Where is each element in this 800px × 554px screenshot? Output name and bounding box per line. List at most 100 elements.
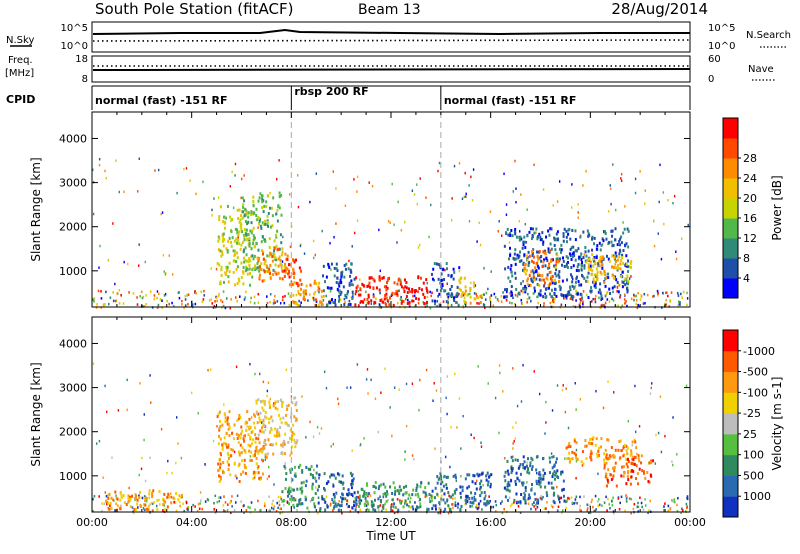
echo-cell [279, 426, 282, 430]
echo-cell [536, 501, 539, 505]
echo-cell [252, 471, 255, 475]
echo-cell [522, 290, 524, 294]
echo-cell [672, 463, 674, 467]
echo-cell [630, 260, 633, 264]
echo-cell [299, 463, 302, 467]
echo-cell [271, 419, 274, 423]
echo-cell [273, 483, 275, 486]
echo-cell [409, 500, 412, 504]
echo-cell [216, 415, 219, 419]
echo-cell [561, 388, 564, 392]
echo-cell [614, 448, 617, 452]
echo-cell [178, 290, 181, 294]
echo-cell [622, 465, 625, 469]
echo-cell [634, 177, 637, 181]
echo-cell [506, 295, 509, 299]
echo-cell [619, 262, 622, 266]
echo-cell [166, 505, 169, 509]
echo-cell [642, 471, 645, 475]
echo-cell [618, 239, 621, 243]
echo-cell [284, 421, 287, 425]
echo-cell [513, 498, 516, 502]
echo-cell [455, 487, 458, 491]
echo-cell [567, 228, 570, 232]
echo-cell [557, 273, 560, 277]
echo-cell [236, 300, 238, 303]
cpid-segment-label: normal (fast) -151 RF [95, 94, 228, 107]
echo-cell [614, 238, 617, 242]
echo-cell [279, 262, 282, 266]
echo-cell [311, 487, 314, 491]
echo-cell [312, 435, 315, 439]
echo-cell [604, 475, 607, 479]
echo-cell [252, 199, 255, 203]
echo-cell [622, 261, 625, 265]
echo-cell [553, 236, 556, 240]
echo-cell [258, 264, 261, 268]
echo-cell [533, 370, 535, 373]
echo-cell [510, 264, 513, 268]
echo-cell [591, 253, 594, 257]
echo-cell [442, 475, 445, 479]
echo-cell [240, 196, 242, 200]
echo-cell [261, 447, 264, 451]
echo-cell [526, 298, 529, 301]
echo-cell [106, 502, 108, 506]
echo-cell [510, 270, 513, 274]
echo-cell [263, 502, 266, 505]
echo-cell [528, 471, 531, 475]
colorbar-segment [723, 198, 738, 219]
echo-cell [261, 430, 264, 434]
echo-cell [139, 490, 142, 494]
echo-cell [217, 412, 220, 416]
echo-cell [473, 284, 476, 288]
echo-cell [352, 477, 355, 481]
echo-cell [605, 456, 608, 460]
echo-cell [385, 490, 388, 494]
echo-cell [222, 237, 225, 241]
echo-cell [581, 296, 584, 300]
echo-cell [520, 492, 523, 496]
echo-cell [502, 390, 504, 393]
echo-cell [246, 210, 249, 214]
echo-cell [266, 477, 269, 481]
echo-cell [577, 203, 579, 206]
x-tick-label: 08:00 [275, 516, 307, 529]
echo-cell [153, 297, 156, 301]
echo-cell [277, 204, 280, 208]
echo-cell [621, 253, 624, 257]
echo-cell [222, 461, 225, 465]
echo-cell [242, 282, 245, 286]
echo-cell [228, 434, 231, 438]
echo-cell [267, 381, 270, 384]
echo-cell [686, 495, 689, 498]
echo-cell [640, 294, 643, 297]
echo-cell [570, 266, 573, 270]
echo-cell [343, 297, 346, 301]
echo-cell [538, 476, 541, 480]
echo-cell [143, 438, 145, 442]
echo-cell [242, 250, 245, 254]
echo-cell [553, 278, 556, 282]
echo-cell [610, 229, 613, 233]
echo-cell [377, 508, 380, 512]
echo-cell [604, 284, 607, 288]
echo-cell [252, 234, 255, 238]
echo-cell [536, 455, 539, 459]
echo-cell [566, 500, 569, 503]
echo-cell [150, 401, 152, 404]
echo-cell [585, 254, 588, 258]
echo-cell [657, 431, 660, 435]
echo-cell [367, 392, 369, 395]
echo-cell [456, 426, 458, 429]
echo-cell [503, 474, 506, 478]
echo-cell [281, 404, 284, 408]
echo-cell [184, 294, 186, 298]
echo-cell [562, 239, 565, 243]
echo-cell [171, 471, 173, 475]
echo-cell [272, 452, 275, 456]
echo-cell [163, 499, 166, 503]
echo-cell [319, 508, 322, 512]
echo-cell [480, 491, 483, 495]
echo-cell [557, 475, 560, 479]
